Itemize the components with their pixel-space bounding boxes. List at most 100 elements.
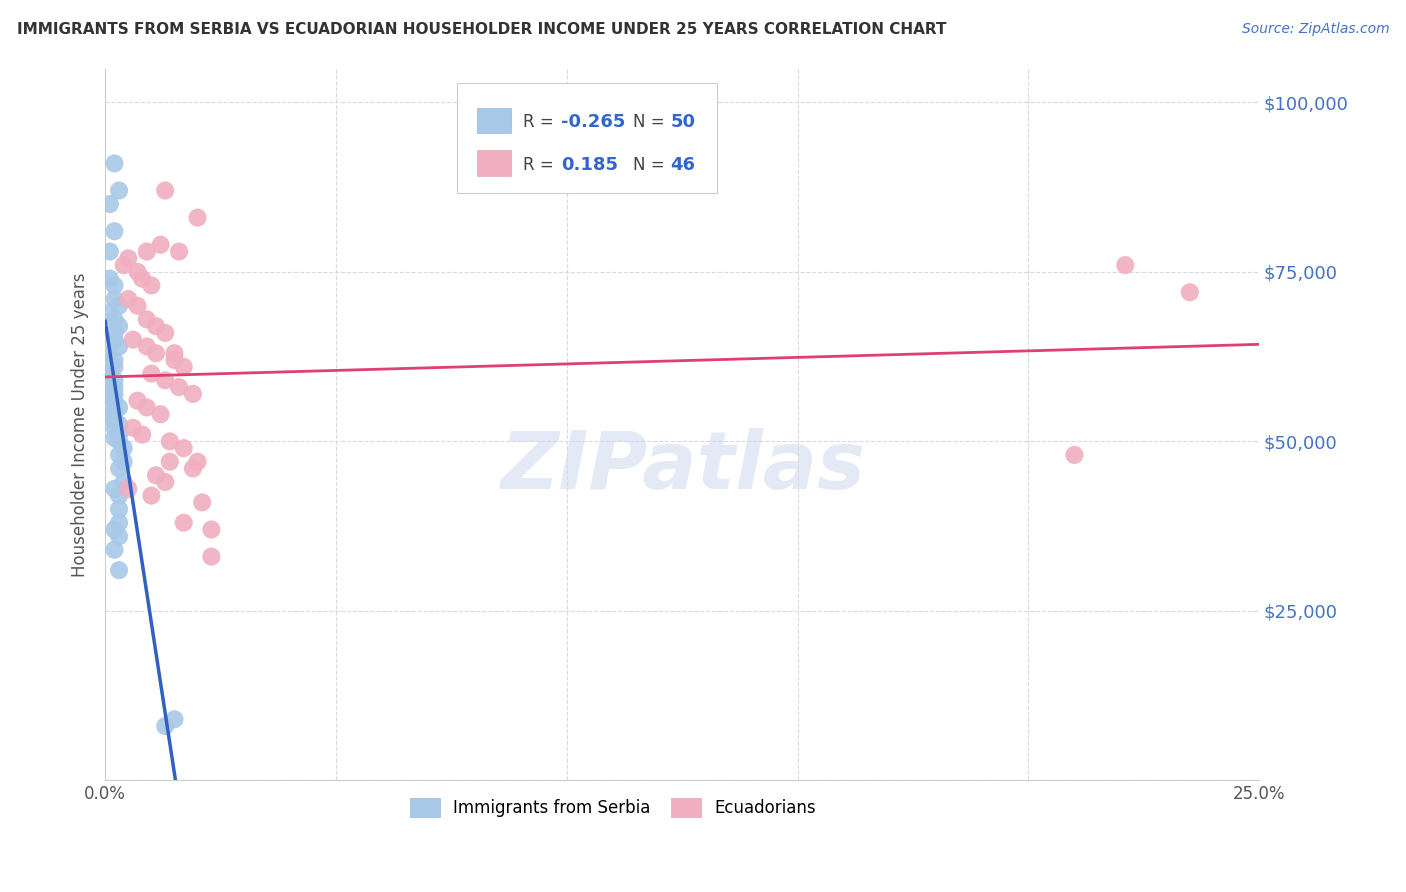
Point bbox=[149, 407, 172, 421]
Point bbox=[141, 489, 163, 503]
Point bbox=[108, 529, 131, 543]
FancyBboxPatch shape bbox=[477, 108, 512, 133]
Text: 46: 46 bbox=[671, 156, 696, 174]
Point bbox=[108, 434, 131, 449]
Point bbox=[98, 407, 121, 421]
Point bbox=[200, 523, 222, 537]
Point bbox=[131, 427, 153, 442]
Point bbox=[103, 431, 125, 445]
Point bbox=[98, 305, 121, 319]
Point bbox=[181, 461, 204, 475]
Point bbox=[98, 346, 121, 360]
Point bbox=[103, 421, 125, 435]
Point bbox=[141, 278, 163, 293]
Point bbox=[103, 542, 125, 557]
Point bbox=[173, 441, 195, 455]
Point bbox=[167, 244, 190, 259]
Point bbox=[112, 258, 135, 272]
Point bbox=[108, 319, 131, 334]
Text: Source: ZipAtlas.com: Source: ZipAtlas.com bbox=[1241, 22, 1389, 37]
Point bbox=[155, 326, 177, 340]
Point bbox=[117, 252, 139, 266]
Point bbox=[155, 184, 177, 198]
Point bbox=[1063, 448, 1085, 462]
Text: 50: 50 bbox=[671, 113, 696, 131]
Point bbox=[145, 346, 167, 360]
Text: R =: R = bbox=[523, 113, 560, 131]
Point bbox=[155, 475, 177, 489]
Point bbox=[108, 461, 131, 475]
Point bbox=[103, 404, 125, 418]
Point bbox=[127, 265, 149, 279]
Point bbox=[108, 516, 131, 530]
Y-axis label: Householder Income Under 25 years: Householder Income Under 25 years bbox=[72, 272, 89, 576]
Point bbox=[108, 427, 131, 442]
Point bbox=[159, 455, 181, 469]
Point bbox=[98, 367, 121, 381]
Point bbox=[98, 390, 121, 404]
Point bbox=[108, 489, 131, 503]
Point bbox=[191, 495, 214, 509]
Point bbox=[103, 292, 125, 306]
Point bbox=[108, 448, 131, 462]
Point bbox=[186, 211, 208, 225]
Point bbox=[145, 319, 167, 334]
Point bbox=[117, 292, 139, 306]
Point bbox=[1178, 285, 1201, 300]
Point bbox=[108, 502, 131, 516]
Point bbox=[200, 549, 222, 564]
Point bbox=[135, 339, 157, 353]
Point bbox=[103, 359, 125, 374]
Text: R =: R = bbox=[523, 156, 564, 174]
Point bbox=[135, 312, 157, 326]
Point bbox=[103, 278, 125, 293]
Point bbox=[98, 376, 121, 391]
Point bbox=[127, 393, 149, 408]
Point bbox=[127, 299, 149, 313]
Point bbox=[103, 353, 125, 368]
Text: N =: N = bbox=[633, 113, 669, 131]
Point bbox=[122, 421, 145, 435]
Point bbox=[108, 299, 131, 313]
Text: 0.185: 0.185 bbox=[561, 156, 619, 174]
Point bbox=[103, 393, 125, 408]
Point bbox=[135, 244, 157, 259]
Point bbox=[155, 373, 177, 387]
Point bbox=[108, 184, 131, 198]
Point bbox=[103, 156, 125, 170]
Point bbox=[108, 401, 131, 415]
Point bbox=[149, 237, 172, 252]
FancyBboxPatch shape bbox=[477, 151, 512, 176]
Text: IMMIGRANTS FROM SERBIA VS ECUADORIAN HOUSEHOLDER INCOME UNDER 25 YEARS CORRELATI: IMMIGRANTS FROM SERBIA VS ECUADORIAN HOU… bbox=[17, 22, 946, 37]
Point bbox=[112, 455, 135, 469]
Point bbox=[103, 523, 125, 537]
Point bbox=[163, 353, 186, 368]
Point bbox=[103, 333, 125, 347]
Point bbox=[103, 414, 125, 428]
Point bbox=[141, 367, 163, 381]
Point bbox=[186, 455, 208, 469]
Point bbox=[122, 333, 145, 347]
Point bbox=[103, 482, 125, 496]
Text: ZIPatlas: ZIPatlas bbox=[499, 428, 865, 506]
Point bbox=[98, 197, 121, 211]
Point bbox=[163, 346, 186, 360]
Point bbox=[131, 271, 153, 285]
Point bbox=[98, 271, 121, 285]
Point bbox=[155, 719, 177, 733]
Point bbox=[112, 441, 135, 455]
Point bbox=[103, 312, 125, 326]
Point bbox=[167, 380, 190, 394]
Point bbox=[163, 712, 186, 726]
Point bbox=[117, 482, 139, 496]
Point bbox=[108, 417, 131, 432]
Point bbox=[135, 401, 157, 415]
Point bbox=[108, 339, 131, 353]
Legend: Immigrants from Serbia, Ecuadorians: Immigrants from Serbia, Ecuadorians bbox=[402, 789, 824, 825]
Point bbox=[103, 387, 125, 401]
Point bbox=[1114, 258, 1136, 272]
Point bbox=[159, 434, 181, 449]
Point bbox=[173, 359, 195, 374]
Point bbox=[103, 380, 125, 394]
Text: N =: N = bbox=[633, 156, 669, 174]
